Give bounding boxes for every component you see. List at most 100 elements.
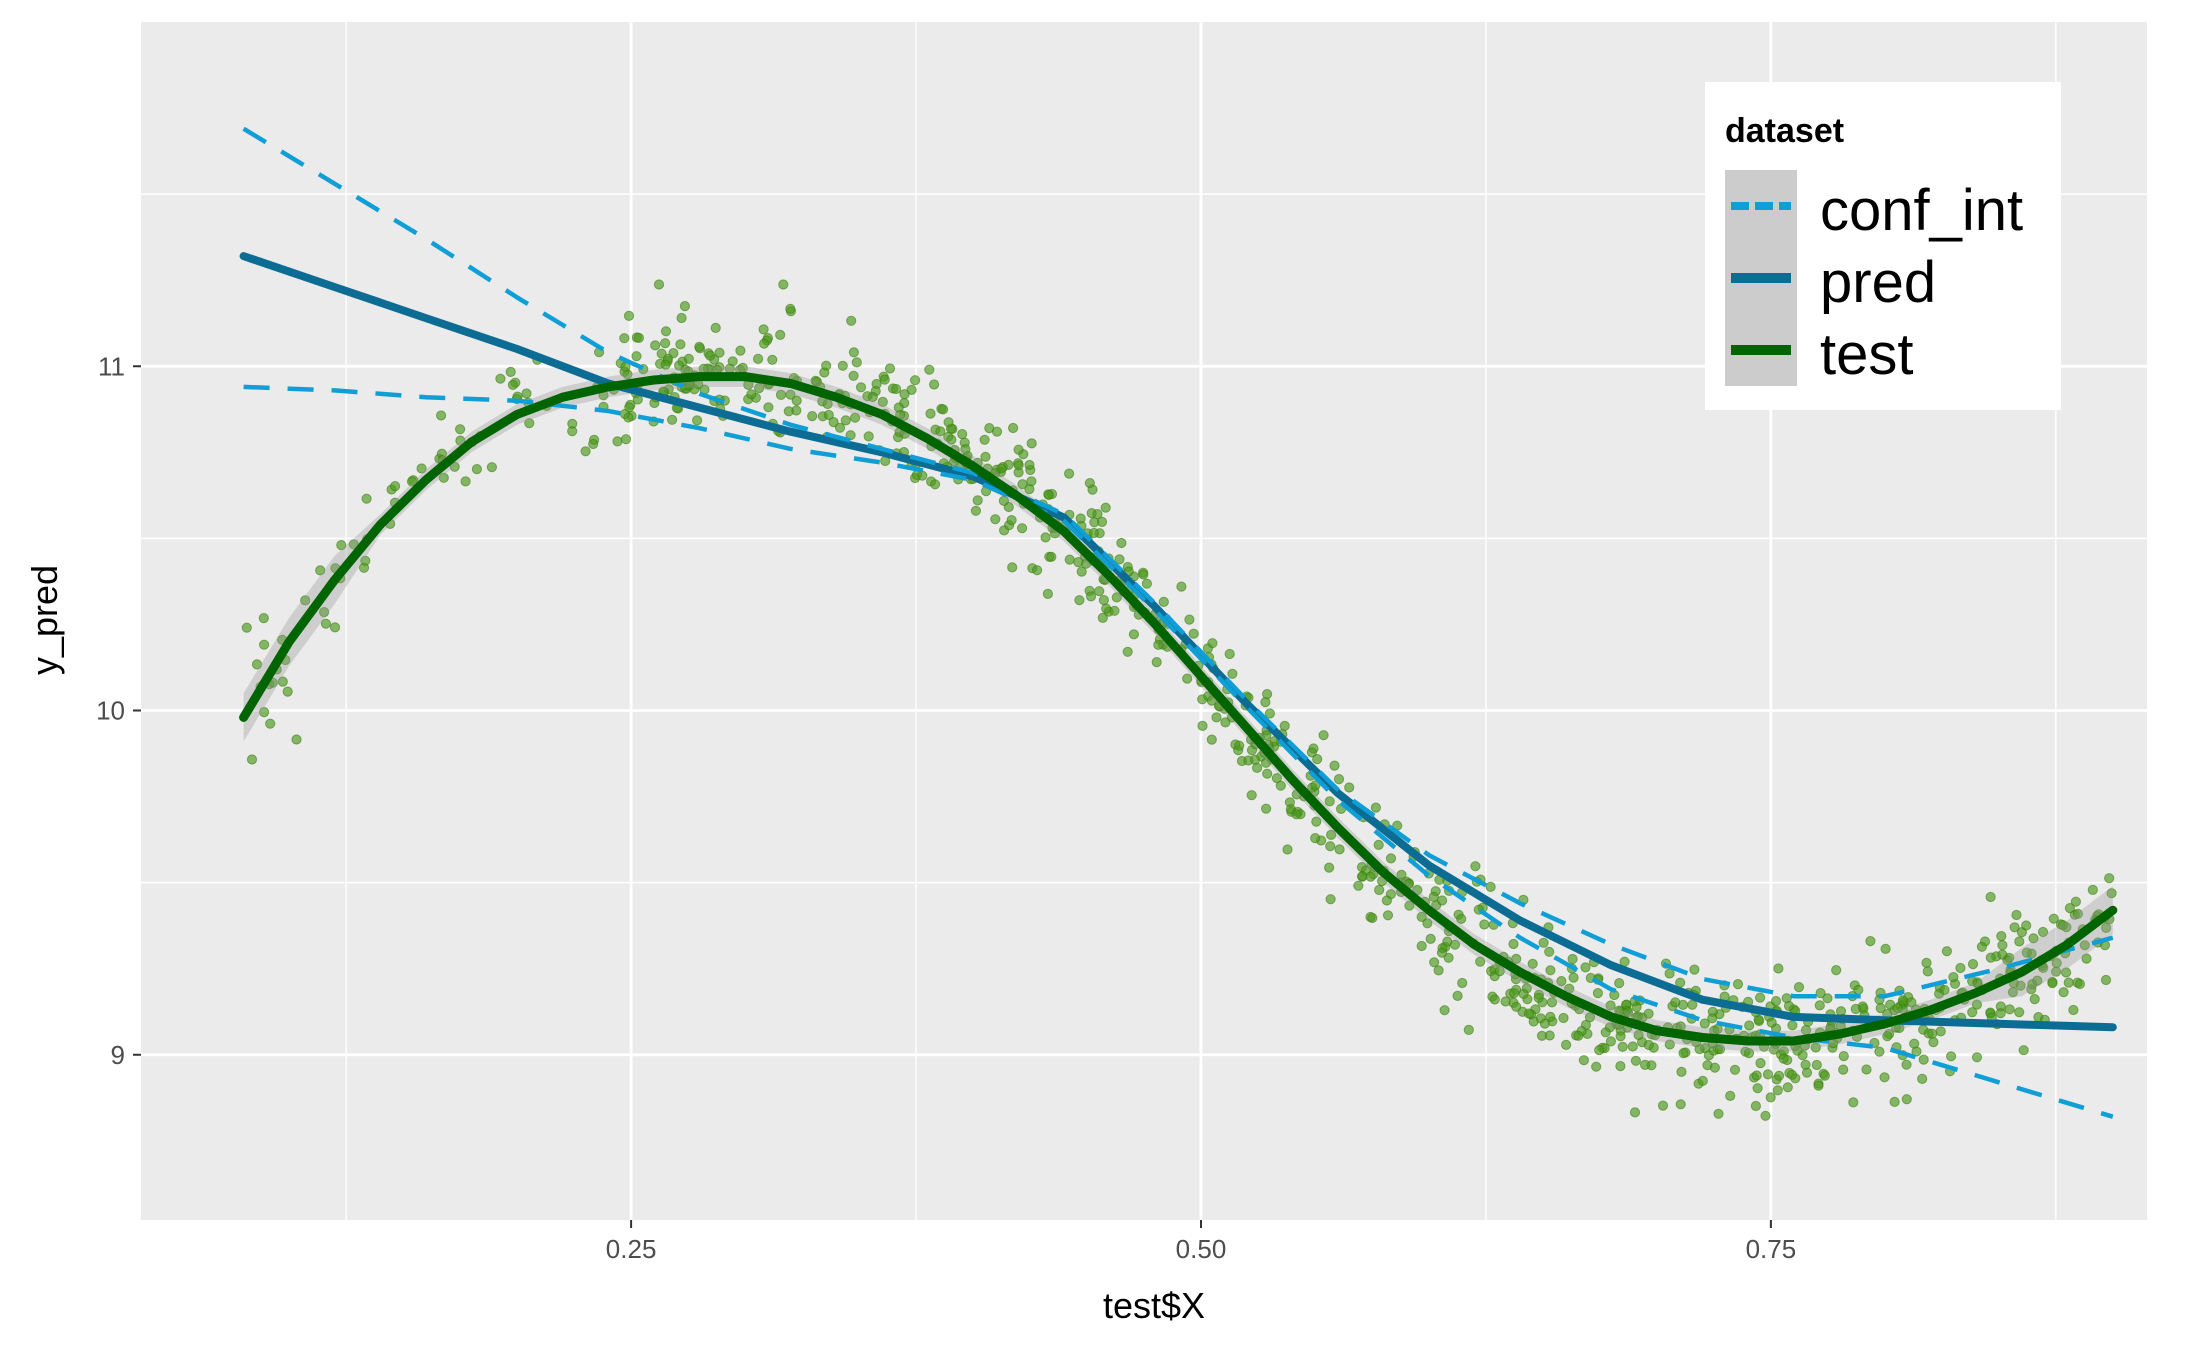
data-point xyxy=(1220,717,1231,728)
data-point xyxy=(1088,527,1100,539)
data-point xyxy=(1762,1069,1774,1080)
data-point xyxy=(1087,484,1098,495)
data-point xyxy=(1955,962,1966,974)
data-point xyxy=(1765,1092,1776,1103)
data-point xyxy=(495,373,506,384)
data-point xyxy=(1811,1059,1822,1071)
data-point xyxy=(1819,1070,1831,1081)
data-point xyxy=(683,353,694,364)
data-point xyxy=(679,301,691,312)
data-point xyxy=(1109,605,1120,616)
data-point xyxy=(1261,730,1272,741)
data-point xyxy=(406,476,418,487)
data-point xyxy=(946,434,957,445)
data-point xyxy=(1528,1016,1539,1027)
data-point xyxy=(2051,966,2062,977)
data-point xyxy=(1766,1017,1777,1028)
data-point xyxy=(778,279,789,290)
data-point xyxy=(1007,562,1018,573)
data-point xyxy=(329,622,341,633)
data-point xyxy=(1100,502,1111,513)
legend-title: dataset xyxy=(1725,112,1844,150)
data-point xyxy=(1252,762,1263,774)
data-point xyxy=(1073,557,1084,568)
data-point xyxy=(1615,1061,1626,1072)
data-point xyxy=(633,332,645,343)
data-point xyxy=(1921,957,1932,969)
data-point xyxy=(251,659,263,670)
data-point xyxy=(1333,774,1345,785)
y-axis: 9 10 11 xyxy=(96,351,141,1070)
data-point xyxy=(612,436,623,447)
data-point xyxy=(1176,581,1187,592)
data-point xyxy=(2009,922,2020,933)
data-point xyxy=(1573,1030,1584,1041)
data-point xyxy=(1075,513,1086,524)
data-point xyxy=(2014,1007,2025,1018)
data-point xyxy=(1906,997,1917,1008)
data-point xyxy=(1046,551,1057,563)
data-point xyxy=(619,333,630,344)
data-point xyxy=(1128,629,1140,640)
data-point xyxy=(850,412,861,423)
data-point xyxy=(877,396,888,407)
data-point xyxy=(241,622,252,633)
data-point xyxy=(1922,966,1933,977)
x-axis-title: test$X xyxy=(1103,1285,1205,1326)
data-point xyxy=(2100,974,2112,986)
data-point xyxy=(1670,997,1681,1008)
data-point xyxy=(1494,966,1505,977)
data-point xyxy=(1456,913,1467,925)
data-point xyxy=(460,476,471,487)
data-point xyxy=(675,339,686,350)
data-point xyxy=(1116,537,1127,549)
data-point xyxy=(1076,566,1087,577)
data-point xyxy=(660,359,671,370)
data-point xyxy=(455,435,466,446)
data-point xyxy=(505,366,516,377)
data-point xyxy=(1676,1066,1687,1078)
data-point xyxy=(1678,1048,1689,1059)
data-point xyxy=(899,389,910,400)
data-point xyxy=(1353,880,1364,891)
data-point xyxy=(775,389,787,400)
data-point xyxy=(1318,730,1329,741)
data-point xyxy=(692,415,703,426)
data-point xyxy=(929,379,940,390)
data-point xyxy=(1567,953,1578,965)
data-point xyxy=(1111,592,1122,603)
data-point xyxy=(1546,997,1558,1008)
data-point xyxy=(1449,939,1461,950)
data-point xyxy=(1151,657,1162,668)
data-point xyxy=(867,391,878,403)
data-point xyxy=(300,595,311,606)
data-point xyxy=(660,338,671,349)
data-point xyxy=(1561,1039,1572,1051)
data-point xyxy=(791,395,802,406)
data-point xyxy=(265,718,276,729)
data-point xyxy=(1591,1061,1602,1072)
data-point xyxy=(1188,628,1199,639)
data-point xyxy=(1997,949,2008,960)
data-point xyxy=(1928,1037,1939,1048)
data-point xyxy=(1325,841,1336,852)
data-point xyxy=(390,481,401,492)
data-point xyxy=(667,414,678,425)
data-point xyxy=(848,347,860,358)
data-point xyxy=(930,479,941,490)
data-point xyxy=(1042,588,1054,600)
data-point xyxy=(1538,937,1549,948)
data-point xyxy=(1729,1064,1741,1075)
data-point xyxy=(1770,996,1782,1007)
data-point xyxy=(623,412,634,423)
data-point xyxy=(1617,1041,1628,1052)
data-point xyxy=(650,340,661,351)
data-point xyxy=(1892,1003,1903,1014)
data-point xyxy=(1580,962,1591,973)
data-point xyxy=(1838,1051,1849,1062)
data-point xyxy=(763,402,774,413)
data-point xyxy=(1967,959,1979,970)
data-point xyxy=(710,322,721,333)
data-point xyxy=(2081,953,2092,964)
data-point xyxy=(1615,1031,1626,1042)
